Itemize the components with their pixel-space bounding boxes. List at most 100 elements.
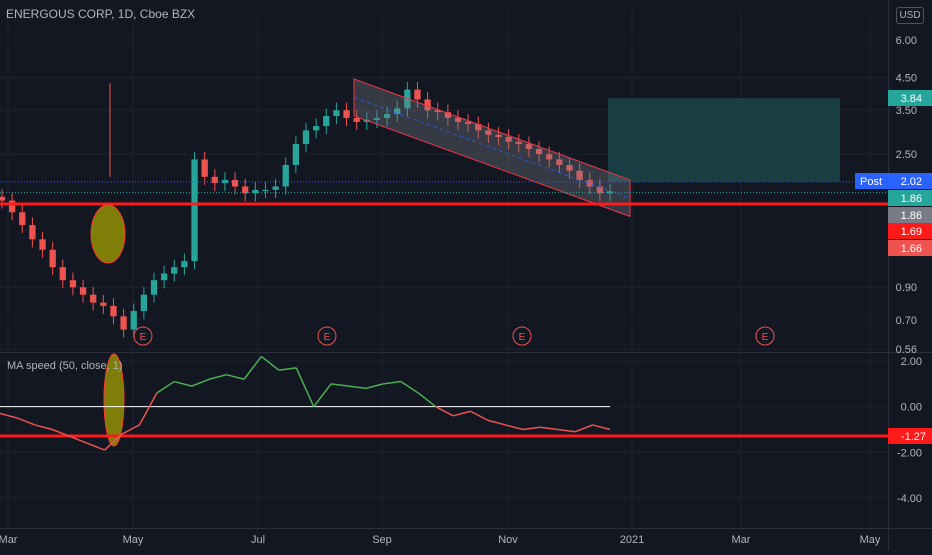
candle-body [434, 110, 441, 113]
candle-body [252, 189, 259, 194]
candle-body [586, 179, 593, 187]
time-tick-label: Sep [372, 534, 392, 546]
price-tag [888, 190, 932, 206]
earnings-marker-label: E [519, 332, 526, 343]
indicator-tick-label: 0.00 [901, 402, 922, 414]
candle-body [505, 137, 512, 142]
chart-title: ENERGOUS CORP, 1D, Cboe BZX [6, 7, 196, 21]
time-tick-label: May [123, 534, 144, 546]
candle-body [394, 108, 401, 115]
time-tick-label: 2021 [620, 534, 644, 546]
indicator-segment [348, 385, 367, 390]
time-tick-label: Mar [0, 534, 18, 546]
candle-body [221, 179, 229, 184]
earnings-marker [317, 326, 337, 346]
indicator-segment [121, 424, 140, 435]
candle-body [130, 311, 137, 330]
candle-body [39, 239, 46, 250]
candle-body [515, 141, 522, 145]
indicator-tick-label: -4.00 [897, 493, 922, 505]
indicator-segment [34, 424, 53, 431]
price-tag-value: 1.86 [901, 193, 922, 205]
candle-body [333, 110, 340, 116]
price-tag [888, 207, 932, 223]
candle-body [272, 186, 279, 190]
candle-body [485, 130, 492, 135]
price-tick-label: 3.50 [896, 105, 917, 117]
indicator-segment [52, 428, 70, 438]
projection-box [608, 98, 840, 182]
candle-body [100, 302, 107, 306]
indicator-segment [104, 433, 123, 451]
indicator-segment [487, 419, 506, 426]
indicator-segment [435, 406, 454, 417]
candle-body [191, 159, 198, 262]
indicator-segment [243, 355, 263, 380]
price-tag-value: 1.86 [901, 210, 922, 222]
candle-body [323, 115, 330, 127]
indicator-segment [557, 428, 576, 433]
candle-body [495, 134, 502, 138]
indicator-segment [174, 380, 192, 387]
candle-body [79, 287, 87, 295]
time-tick-label: Nov [498, 534, 518, 546]
earnings-marker [133, 326, 153, 346]
candle-body [29, 225, 36, 240]
indicator-segment [505, 424, 524, 431]
candle-body [120, 316, 127, 330]
time-tick-label: May [860, 534, 881, 546]
indicator-segment [452, 410, 471, 417]
price-tick-label: 4.50 [896, 72, 917, 84]
price-tick-label: 6.00 [896, 35, 917, 47]
candle-body [242, 186, 249, 194]
candle-body [353, 117, 360, 122]
earnings-marker-label: E [324, 332, 331, 343]
earnings-marker [755, 326, 775, 346]
candle-body [302, 130, 310, 145]
indicator-segment [191, 378, 210, 387]
price-tick-label: 0.70 [896, 315, 917, 327]
candle-body [343, 110, 350, 118]
indicator-segment [69, 435, 88, 444]
candle-body [282, 164, 289, 187]
indicator-segment [522, 426, 541, 431]
time-tick-label: Jul [251, 534, 265, 546]
indicator-segment [331, 383, 349, 387]
candle-body [444, 112, 452, 118]
price-tick-label: 2.50 [896, 149, 917, 161]
indicator-segment [278, 367, 297, 371]
indicator-segment [86, 442, 105, 451]
candle-body [90, 294, 97, 303]
indicator-value-tag [888, 428, 932, 444]
indicator-segment [260, 355, 280, 371]
candle-body [292, 144, 300, 165]
indicator-segment [470, 410, 489, 422]
candle-body [110, 305, 117, 317]
candle-body [150, 280, 158, 295]
candle-body [454, 117, 462, 122]
indicator-segment [208, 373, 227, 380]
highlight-ellipse [90, 204, 126, 264]
candle-body [404, 89, 411, 109]
price-tick-label: 0.90 [896, 282, 917, 294]
candle-body [424, 99, 431, 111]
highlight-ellipse [103, 353, 125, 447]
indicator-tick-label: -2.00 [897, 447, 922, 459]
indicator-segment [295, 367, 315, 407]
indicator-segment [138, 392, 158, 426]
candle-body [576, 170, 583, 180]
candle-body [8, 200, 16, 213]
candle-body [373, 117, 381, 120]
candle-body [59, 267, 66, 281]
earnings-marker-label: E [140, 332, 147, 343]
indicator-segment [365, 383, 384, 390]
candle-body [525, 144, 533, 149]
price-tag-label-bg [855, 173, 888, 189]
indicator-segment [383, 380, 401, 385]
candle-body [49, 249, 56, 268]
price-tag [888, 223, 932, 239]
earnings-marker [512, 326, 532, 346]
currency-button[interactable]: USD [896, 7, 924, 24]
